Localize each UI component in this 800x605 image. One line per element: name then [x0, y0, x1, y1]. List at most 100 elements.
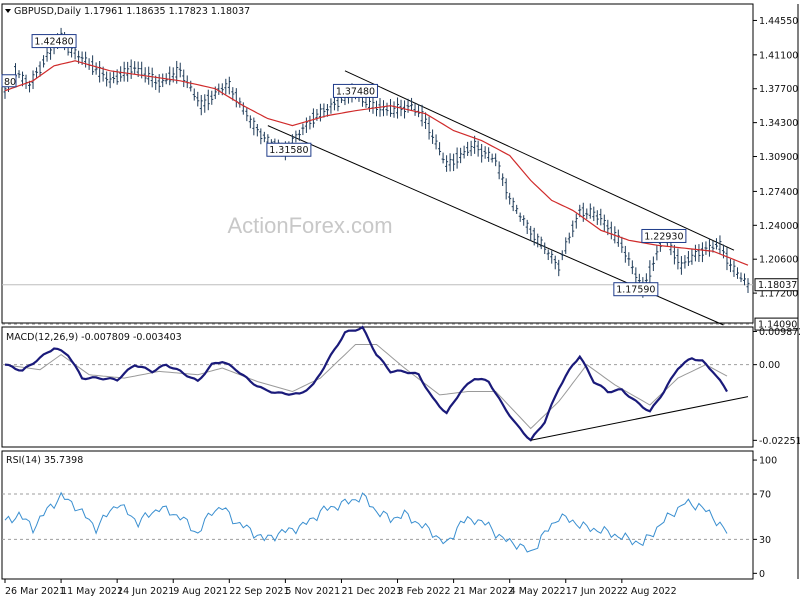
ohlc-bar: [466, 141, 470, 156]
price-axis-label: 1.17200: [759, 289, 798, 300]
panel-frame-rsi: [1, 450, 754, 580]
ohlc-bar: [17, 70, 21, 79]
ohlc-bar: [157, 74, 161, 93]
ohlc-bar: [318, 103, 322, 122]
price-annotation-box: [613, 282, 659, 297]
ohlc-bar: [686, 250, 690, 266]
ohlc-bar: [627, 252, 631, 266]
price-axis-label: 1.30900: [759, 152, 798, 163]
ohlc-bar: [98, 61, 102, 83]
ohlc-bar: [539, 236, 543, 250]
ohlc-bar: [192, 88, 196, 101]
x-axis-label: 5 Nov 2021: [285, 586, 340, 597]
ohlc-bar: [630, 260, 634, 275]
ohlc-bar: [119, 66, 123, 82]
x-axis-label: 4 May 2022: [510, 586, 566, 597]
ohlc-bar: [259, 128, 263, 145]
price-axis-label: 1.44550: [759, 16, 798, 27]
ohlc-bar: [382, 100, 386, 117]
ohlc-bar: [122, 61, 126, 82]
ohlc-bar: [693, 244, 697, 262]
ohlc-bar: [462, 145, 466, 159]
price-annotation-label: 1.31580: [269, 145, 308, 156]
ohlc-bar: [459, 147, 463, 164]
ohlc-bar: [129, 59, 133, 79]
ohlc-bar: [746, 278, 750, 293]
macd-trendline: [530, 396, 749, 441]
ohlc-bar: [532, 227, 536, 246]
ohlc-bar: [620, 236, 624, 253]
current-price-label: 1.18037: [758, 280, 797, 291]
ohlc-bar: [133, 61, 137, 75]
ohlc-bar: [480, 143, 484, 163]
price-axis-label: 1.37700: [759, 84, 798, 95]
price-axis-label: 1.41100: [759, 50, 798, 61]
ohlc-bar: [112, 70, 116, 84]
rsi-axis-label: 30: [759, 535, 771, 546]
channel-upper-line: [344, 70, 735, 251]
rsi-axis-label: 0: [759, 569, 765, 580]
price-annotation-label: 1.37480: [336, 86, 375, 97]
ohlc-bar: [581, 202, 585, 222]
ohlc-bar: [550, 250, 554, 264]
ohlc-bar: [522, 215, 526, 226]
price-axis-label: 1.24000: [759, 221, 798, 232]
ohlc-bar: [294, 130, 298, 143]
ohlc-bar: [473, 135, 477, 154]
ohlc-bar: [424, 112, 428, 130]
ohlc-bar: [38, 61, 42, 77]
ohlc-bar: [595, 210, 599, 225]
ohlc-bar: [297, 129, 301, 141]
ohlc-bar: [445, 155, 449, 172]
ema-line: [4, 60, 749, 266]
ohlc-bar: [304, 117, 308, 133]
ohlc-bar: [487, 147, 491, 162]
ohlc-bar: [150, 67, 154, 88]
ohlc-bar: [42, 55, 46, 68]
ohlc-bar: [714, 238, 718, 250]
ohlc-bar: [385, 102, 389, 116]
ohlc-bar: [515, 204, 519, 214]
panel-frame-macd: [1, 326, 754, 448]
ohlc-bar: [546, 249, 550, 261]
rsi-panel-title: RSI(14) 35.7398: [6, 455, 83, 466]
ohlc-bar: [672, 244, 676, 265]
price-annotation-label: 1.42480: [34, 37, 73, 48]
ohlc-bar: [560, 250, 564, 261]
ohlc-bar: [476, 140, 480, 157]
ohlc-bar: [262, 131, 266, 143]
ohlc-bar: [721, 244, 725, 259]
ohlc-bar: [697, 244, 701, 262]
ohlc-bar: [508, 192, 512, 205]
ohlc-bar: [592, 206, 596, 222]
ohlc-bar: [199, 94, 203, 116]
ohlc-bar: [108, 72, 112, 89]
ohlc-bar: [227, 76, 231, 95]
ohlc-bar: [35, 67, 39, 78]
price-axis-label: 1.27400: [759, 187, 798, 198]
ohlc-bar: [536, 233, 540, 248]
ohlc-bar: [168, 66, 172, 86]
ohlc-bar: [143, 67, 147, 83]
ohlc-bar: [178, 62, 182, 78]
ohlc-bar: [410, 97, 414, 111]
ohlc-bar: [24, 74, 28, 89]
macd-panel-title: MACD(12,26,9) -0.007809 -0.003403: [6, 332, 182, 343]
ohlc-bar: [609, 221, 613, 240]
price-annotation-label: 1.22930: [644, 231, 683, 242]
ohlc-bar: [732, 260, 736, 277]
ohlc-bar: [389, 98, 393, 117]
ohlc-bar: [248, 115, 252, 129]
x-axis-label: 17 Jun 2022: [566, 586, 623, 597]
ohlc-bar: [452, 153, 456, 172]
ohlc-bar: [371, 95, 375, 114]
rsi-line: [4, 491, 728, 553]
ohlc-bar: [543, 242, 547, 255]
price-annotation-box: [31, 34, 77, 49]
x-axis-label: 21 Dec 2021: [341, 586, 402, 597]
x-axis-label: 24 Jun 2021: [117, 586, 174, 597]
ohlc-bar: [420, 104, 424, 127]
price-annotation-box: [641, 228, 687, 243]
ohlc-bar: [396, 97, 400, 119]
